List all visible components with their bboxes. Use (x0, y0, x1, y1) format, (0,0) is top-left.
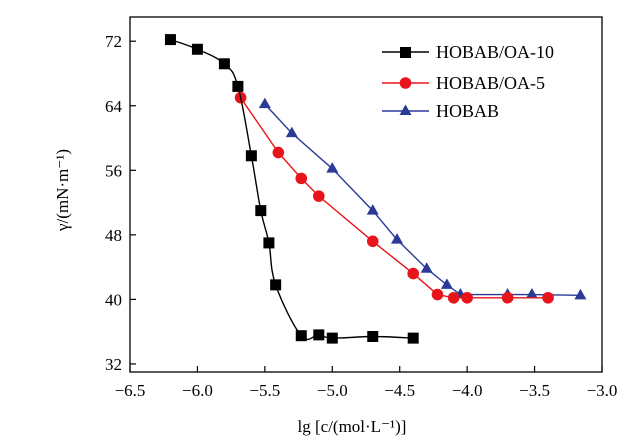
series-3-point (258, 97, 271, 109)
plot-area (129, 16, 603, 373)
series-3-line (264, 103, 581, 297)
series-3-point (366, 204, 379, 215)
series-3-point (525, 288, 538, 299)
series-1-point (191, 43, 203, 55)
x-tick-label: −6.0 (182, 381, 213, 400)
series-1-point (326, 332, 338, 344)
legend-label-series-2: HOBAB/OA-5 (436, 73, 545, 93)
series-2-point (431, 288, 444, 301)
series-3-point (326, 162, 339, 173)
legend-label-series-1: HOBAB/OA-10 (436, 42, 554, 62)
series-1-point (245, 150, 257, 162)
series-1-point (313, 329, 325, 341)
series-1-point (367, 331, 379, 342)
series-1-point (232, 80, 244, 92)
legend: HOBAB/OA-10 HOBAB/OA-5 HOBAB (382, 42, 554, 121)
series-1-point (270, 279, 282, 291)
series-2-point (542, 291, 554, 304)
x-axis-title: lg [c/(mol·L⁻¹)] (298, 417, 407, 436)
series-2-point (313, 190, 325, 202)
y-tick-label: 56 (105, 161, 122, 180)
series-1-point (164, 34, 176, 46)
series-3-point (440, 278, 453, 289)
series-1-point (407, 332, 419, 344)
y-axis: 32 40 48 56 64 72 (105, 32, 136, 374)
series-1-point (263, 237, 275, 249)
series-3-point (574, 288, 587, 300)
series-2-point (272, 146, 285, 159)
y-tick-label: 48 (105, 226, 122, 245)
legend-marker-series-1 (400, 47, 411, 58)
series-2-point (501, 291, 514, 304)
series-layer (164, 34, 587, 344)
y-tick-label: 72 (105, 32, 122, 51)
series-1-point (295, 330, 307, 342)
series-3 (258, 97, 587, 300)
x-axis: −6.5 −6.0 −5.5 −5.0 −4.5 −4.0 −3.5 −3.0 (115, 366, 618, 400)
y-tick-label: 64 (105, 97, 123, 116)
series-2-point (407, 267, 420, 280)
x-tick-label: −3.5 (519, 381, 550, 400)
series-3-point (391, 233, 404, 244)
legend-marker-series-3 (399, 104, 412, 115)
series-3-point (285, 126, 298, 138)
x-tick-label: −3.0 (587, 381, 618, 400)
x-tick-label: −5.0 (317, 381, 348, 400)
series-1 (164, 34, 419, 344)
plot-frame (129, 16, 603, 373)
x-tick-label: −5.5 (249, 381, 280, 400)
x-tick-label: −6.5 (115, 381, 146, 400)
series-2-point (447, 291, 460, 304)
series-1-point (218, 58, 230, 70)
x-tick-label: −4.0 (452, 381, 483, 400)
y-tick-label: 40 (105, 290, 122, 309)
series-1-point (255, 205, 267, 217)
y-axis-title: γ/(mN·m⁻¹) (53, 149, 72, 232)
series-1-line (170, 38, 414, 341)
y-tick-label: 32 (105, 355, 122, 374)
series-2-point (366, 235, 379, 248)
series-2-point (461, 291, 473, 304)
series-2 (234, 91, 554, 304)
legend-marker-series-2 (399, 77, 412, 89)
series-2-point (295, 172, 308, 185)
legend-label-series-3: HOBAB (436, 101, 499, 121)
series-3-point (420, 262, 433, 273)
x-tick-label: −4.5 (384, 381, 415, 400)
